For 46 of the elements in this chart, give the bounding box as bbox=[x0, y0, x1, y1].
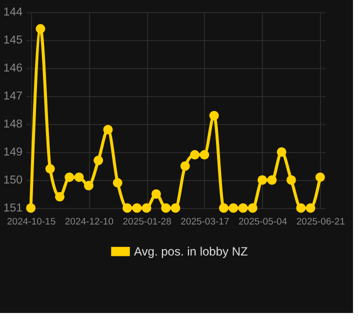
x-tick-label: 2025-03-17 bbox=[180, 216, 230, 228]
y-tick-label: 145 bbox=[3, 34, 22, 46]
point bbox=[161, 203, 171, 213]
point bbox=[218, 203, 228, 213]
point bbox=[45, 164, 55, 174]
point bbox=[296, 203, 306, 213]
y-tick-label: 148 bbox=[3, 118, 22, 130]
point bbox=[306, 203, 316, 213]
point bbox=[132, 203, 142, 213]
x-tick-label: 2024-12-10 bbox=[64, 216, 114, 228]
point bbox=[64, 172, 74, 182]
x-tick-label: 2024-10-15 bbox=[7, 216, 56, 228]
point bbox=[267, 175, 277, 185]
y-tick-label: 151 bbox=[3, 202, 22, 214]
point bbox=[36, 24, 46, 34]
point bbox=[258, 175, 268, 185]
x-tick-label: 2025-01-28 bbox=[122, 216, 172, 228]
point bbox=[122, 203, 132, 213]
point bbox=[94, 156, 104, 166]
point bbox=[190, 150, 200, 160]
x-tick-label: 2025-05-04 bbox=[238, 216, 288, 228]
point bbox=[142, 203, 152, 213]
x-tick-label: 2025-06-21 bbox=[296, 216, 345, 228]
point bbox=[170, 203, 180, 213]
point bbox=[112, 178, 122, 188]
y-tick-label: 150 bbox=[3, 174, 22, 186]
point bbox=[74, 172, 84, 182]
legend-label: Avg. pos. in lobby NZ bbox=[134, 244, 248, 258]
point bbox=[209, 110, 219, 120]
point bbox=[315, 172, 325, 182]
point bbox=[26, 203, 36, 213]
point bbox=[55, 192, 64, 202]
y-tick-label: 147 bbox=[3, 90, 22, 102]
point bbox=[151, 189, 161, 199]
point bbox=[286, 175, 296, 185]
y-tick-label: 144 bbox=[3, 6, 24, 18]
point bbox=[180, 161, 190, 171]
point bbox=[84, 180, 94, 190]
point bbox=[276, 147, 286, 157]
point bbox=[248, 203, 258, 213]
point bbox=[103, 124, 113, 134]
point bbox=[200, 150, 210, 160]
point bbox=[238, 203, 248, 213]
y-tick-label: 149 bbox=[3, 146, 22, 158]
y-tick-label: 146 bbox=[3, 62, 22, 74]
point bbox=[228, 203, 238, 213]
